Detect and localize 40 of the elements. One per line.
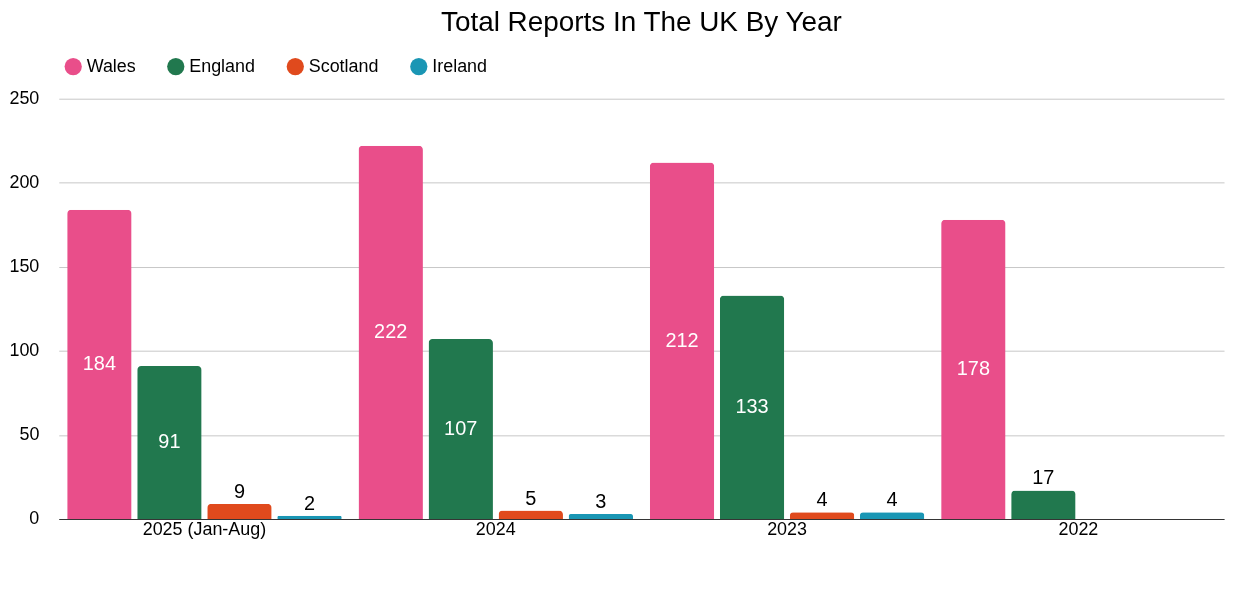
bar (67, 209, 132, 520)
data-label: 107 (444, 417, 478, 440)
bar (941, 219, 1006, 520)
data-label: 222 (374, 320, 408, 343)
bar (428, 339, 493, 520)
bar (358, 145, 423, 520)
chart-title: Total Reports In The UK By Year (441, 5, 842, 37)
data-label: 133 (735, 395, 769, 418)
bar (719, 295, 785, 520)
data-label: 9 (233, 479, 245, 502)
y-tick-label: 50 (19, 424, 40, 445)
y-tick-label: 150 (9, 256, 40, 277)
data-label: 91 (158, 430, 181, 453)
legend-label: Wales (86, 55, 136, 76)
bar (207, 503, 272, 520)
x-tick-label: 2025 (Jan-Aug) (142, 519, 267, 540)
y-tick-label: 100 (9, 340, 40, 361)
x-tick-label: 2022 (1058, 519, 1099, 540)
x-tick-label: 2024 (475, 519, 516, 540)
bar (137, 366, 202, 520)
data-label: 4 (886, 488, 898, 511)
bar (498, 510, 563, 520)
data-label: 178 (956, 357, 990, 380)
y-tick-label: 200 (9, 172, 40, 193)
bar (568, 513, 633, 520)
y-tick-label: 250 (9, 88, 40, 109)
data-label: 184 (82, 352, 116, 375)
data-label: 3 (595, 489, 607, 512)
legend-label: Ireland (432, 55, 488, 76)
data-label: 2 (303, 491, 316, 514)
y-tick-label: 0 (29, 508, 40, 529)
data-label: 212 (665, 328, 699, 351)
bar (649, 162, 715, 520)
data-label: 5 (525, 486, 537, 509)
bar (1011, 490, 1076, 520)
legend-label: England (189, 55, 255, 76)
legend-label: Scotland (308, 55, 379, 76)
data-label: 17 (1032, 466, 1055, 489)
data-label: 4 (816, 488, 828, 511)
x-tick-label: 2023 (767, 519, 808, 540)
